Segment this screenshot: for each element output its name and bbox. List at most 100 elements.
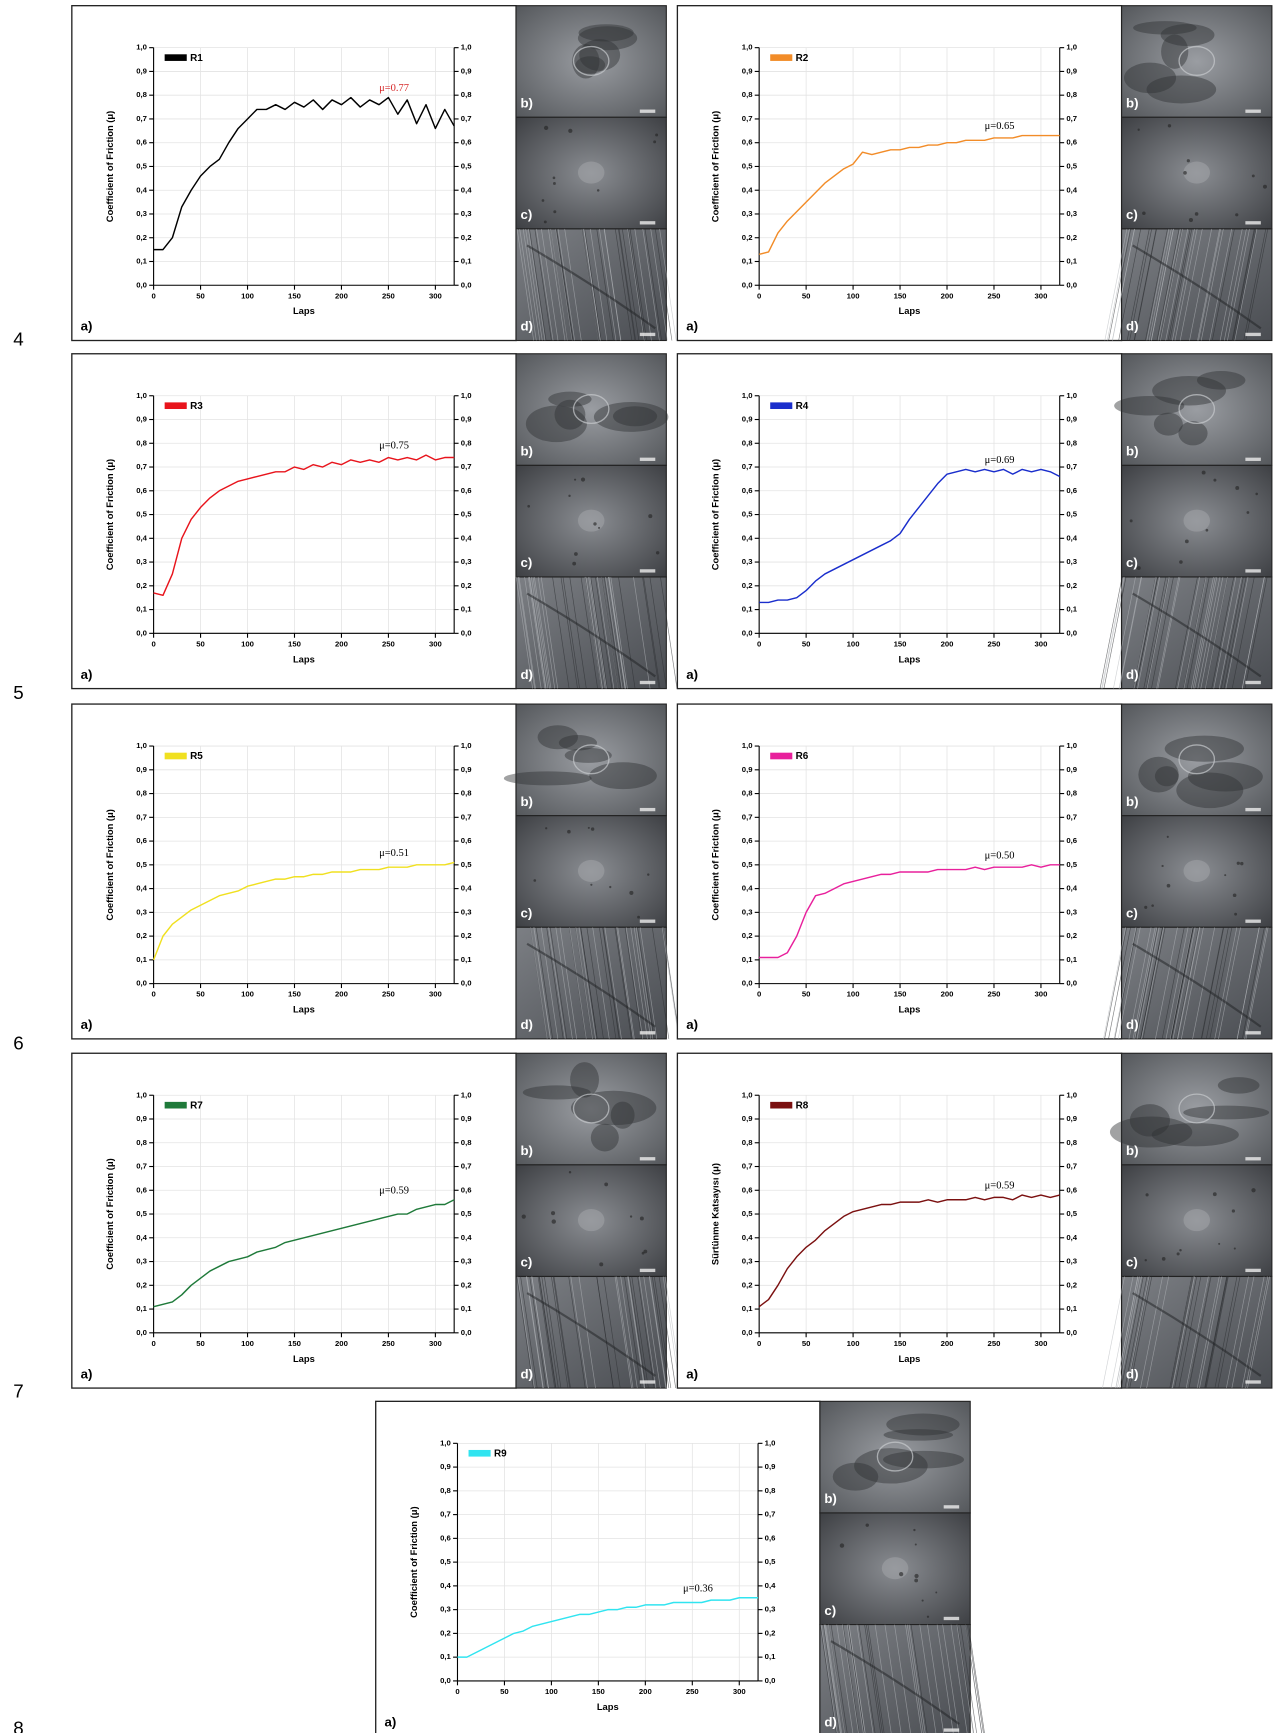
wear-spot	[1146, 75, 1217, 104]
scratch	[548, 927, 566, 1039]
panel-frame	[676, 5, 1123, 342]
scratch	[1177, 927, 1201, 1039]
wear-spot	[1154, 766, 1179, 787]
y-tick-label: 0,0	[136, 979, 147, 988]
x-tick-label: 200	[335, 990, 348, 999]
y2-tick-label: 0,9	[765, 1462, 776, 1471]
scratch	[519, 228, 537, 341]
y-tick-label: 0,3	[742, 1257, 753, 1266]
y2-tick-label: 0,7	[461, 812, 472, 821]
y2-tick-label: 0,4	[461, 884, 472, 893]
scratch	[894, 1624, 911, 1733]
speck	[568, 494, 571, 498]
x-tick-label: 0	[151, 990, 155, 999]
micrograph	[1121, 1052, 1273, 1166]
scratch	[1226, 1276, 1249, 1389]
speck	[533, 879, 537, 882]
y2-tick-label: 0,1	[1066, 955, 1077, 964]
scratch	[596, 1276, 614, 1389]
wear-track	[526, 1292, 656, 1377]
scratch	[642, 576, 660, 689]
panel-label: d)	[1126, 319, 1139, 334]
speck	[1205, 528, 1209, 532]
y2-tick-label: 0,4	[1066, 884, 1077, 893]
speck	[839, 1543, 845, 1548]
y2-tick-label: 0,3	[1066, 209, 1077, 218]
y-tick-label: 0,2	[742, 581, 753, 590]
scratch	[536, 228, 554, 341]
x-tick-label: 150	[894, 990, 907, 999]
y2-tick-label: 0,1	[1066, 257, 1077, 266]
y-tick-label: 0,7	[136, 1162, 147, 1171]
scratch	[595, 576, 613, 689]
scale-bar	[943, 1505, 960, 1509]
scratch	[1218, 927, 1241, 1039]
scratch	[842, 1624, 859, 1733]
y-tick-label: 0,6	[136, 138, 147, 147]
scratch	[564, 228, 582, 341]
wear-spot	[832, 1462, 879, 1491]
y-axis-label: Coefficient of Friction (μ)	[710, 111, 721, 222]
scratch	[1156, 228, 1180, 341]
x-tick-label: 300	[1034, 291, 1047, 300]
scratch	[1172, 228, 1195, 341]
scratch	[1219, 228, 1243, 341]
scratch	[592, 927, 610, 1039]
x-tick-label: 250	[988, 291, 1001, 300]
scratch	[1106, 228, 1130, 341]
y-tick-label: 0,5	[136, 860, 147, 869]
y-tick-label: 0,4	[440, 1581, 451, 1590]
wear-spot	[1151, 1123, 1239, 1147]
scratch	[927, 1624, 944, 1733]
y2-tick-label: 0,2	[461, 1280, 472, 1289]
data-line	[759, 468, 1061, 604]
speck	[598, 526, 601, 529]
scratch	[559, 927, 577, 1039]
y-tick-label: 0,8	[440, 1486, 451, 1495]
scratch	[1135, 576, 1159, 689]
speck	[1235, 213, 1239, 217]
x-tick-label: 100	[847, 1339, 860, 1348]
x-tick-label: 50	[802, 990, 811, 999]
y-tick-label: 0,0	[440, 1676, 451, 1685]
scratch	[968, 1624, 985, 1733]
scratch	[599, 927, 617, 1039]
y2-tick-label: 0,6	[1066, 836, 1077, 845]
scratch	[603, 1276, 621, 1389]
x-tick-label: 150	[592, 1687, 605, 1696]
scratch	[1099, 576, 1123, 689]
y2-tick-label: 0,0	[461, 1328, 472, 1337]
y-tick-label: 0,5	[440, 1557, 451, 1566]
scale-bar	[1245, 332, 1261, 337]
scratch	[1244, 576, 1268, 689]
scratch	[1127, 1276, 1150, 1389]
speck	[899, 1572, 904, 1577]
scale-bar	[639, 1031, 656, 1035]
speck	[1161, 1257, 1166, 1261]
y2-tick-label: 0,8	[461, 1138, 472, 1147]
y2-tick-label: 0,0	[461, 979, 472, 988]
y-tick-label: 0,3	[742, 907, 753, 916]
panel-label: d)	[1126, 1017, 1139, 1032]
wear-spot	[525, 405, 587, 443]
scratch	[537, 1276, 556, 1389]
scratch	[1205, 1276, 1229, 1389]
scratch	[1112, 228, 1135, 341]
scratch	[1181, 927, 1204, 1039]
scratch	[618, 576, 636, 689]
scratch	[534, 576, 552, 689]
x-axis-label: Laps	[898, 305, 920, 316]
wear-spot	[1161, 34, 1189, 69]
scratch	[956, 1624, 974, 1733]
scratch	[1165, 927, 1189, 1039]
x-tick-label: 150	[288, 291, 301, 300]
y2-tick-label: 1,0	[765, 1438, 776, 1447]
data-line	[153, 1199, 455, 1308]
scale-bar	[1245, 807, 1261, 812]
scratch	[660, 576, 678, 689]
speck	[647, 873, 650, 876]
scratch	[1245, 1276, 1269, 1389]
y2-tick-label: 0,4	[1066, 1233, 1077, 1242]
y-tick-label: 0,9	[742, 415, 753, 424]
scratch	[1114, 927, 1138, 1039]
